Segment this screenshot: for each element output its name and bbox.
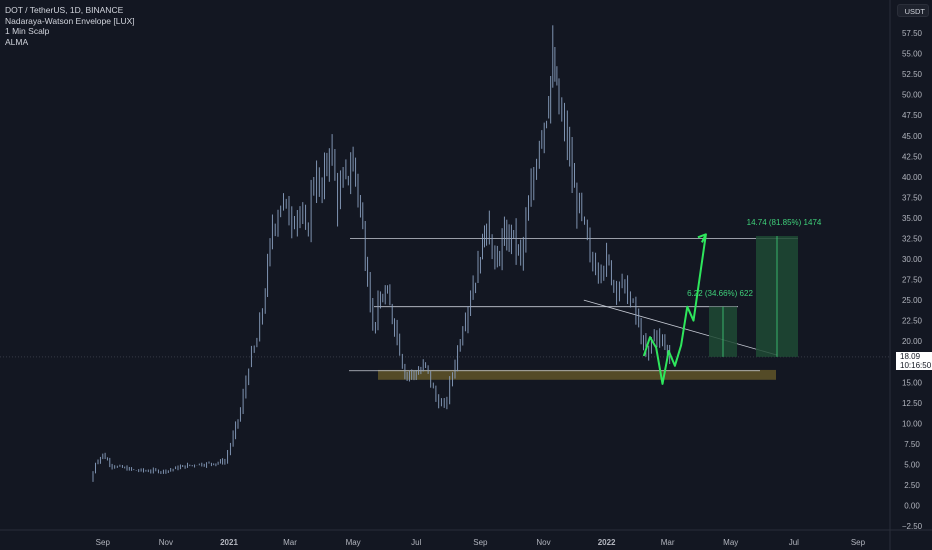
- projection-drawings[interactable]: [642, 233, 707, 385]
- price-tick-label: 20.00: [902, 337, 923, 346]
- price-tick-label: 57.50: [902, 29, 923, 38]
- time-tick-label: Nov: [159, 538, 173, 547]
- trend-line[interactable]: [583, 299, 778, 356]
- price-tick-label: 30.00: [902, 255, 923, 264]
- price-tick-label: 52.50: [902, 70, 923, 79]
- price-tick-label: 35.00: [902, 214, 923, 223]
- currency-badge[interactable]: USDT: [897, 4, 929, 17]
- price-tick-label: 15.00: [902, 378, 923, 387]
- price-tick-label: 5.00: [904, 460, 920, 469]
- projection-path[interactable]: [642, 234, 707, 385]
- measure-label-1: 6.22 (34.66%) 622: [687, 289, 753, 298]
- bar-countdown: 10:16:50: [900, 361, 932, 370]
- last-price: 18.09: [900, 352, 921, 361]
- projection-arrowhead: [697, 233, 707, 243]
- measure-label-2: 14.74 (81.85%) 1474: [747, 218, 822, 227]
- time-tick-label: Mar: [283, 538, 297, 547]
- price-tick-label: 2.50: [904, 481, 920, 490]
- support-zone-box[interactable]: [378, 369, 776, 380]
- time-tick-label: Sep: [96, 538, 111, 547]
- price-tick-label: 50.00: [902, 91, 923, 100]
- time-tick-label: Jul: [789, 538, 799, 547]
- price-axis[interactable]: −2.500.002.505.007.5010.0012.5015.0017.5…: [889, 0, 923, 550]
- indicator-nadaraya[interactable]: Nadaraya-Watson Envelope [LUX]: [5, 15, 135, 26]
- price-tick-label: 0.00: [904, 502, 920, 511]
- price-tick-label: 25.00: [902, 296, 923, 305]
- time-tick-label: May: [346, 538, 361, 547]
- price-tick-label: 37.50: [902, 193, 923, 202]
- time-tick-label: Sep: [851, 538, 866, 547]
- indicator-scalp[interactable]: 1 Min Scalp: [5, 26, 50, 36]
- chart-legend: DOT / TetherUS, 1D, BINANCE Nadaraya-Wat…: [5, 5, 135, 47]
- last-price-tag: 18.09 10:16:50: [896, 352, 932, 370]
- price-tick-label: 42.50: [902, 152, 923, 161]
- price-tick-label: 40.00: [902, 173, 923, 182]
- price-tick-label: 27.50: [902, 276, 923, 285]
- time-tick-label: Nov: [536, 538, 550, 547]
- time-tick-label: Sep: [473, 538, 488, 547]
- price-tick-label: 12.50: [902, 399, 923, 408]
- price-tick-label: 22.50: [902, 317, 923, 326]
- time-tick-label: May: [723, 538, 738, 547]
- price-tick-label: 55.00: [902, 50, 923, 59]
- drawings[interactable]: 6.22 (34.66%) 622 14.74 (81.85%) 1474: [349, 218, 822, 380]
- price-tick-label: −2.50: [902, 522, 923, 531]
- candlestick-series[interactable]: [92, 25, 671, 482]
- time-tick-label: Mar: [661, 538, 675, 547]
- symbol-title[interactable]: DOT / TetherUS, 1D, BINANCE: [5, 5, 124, 15]
- indicator-alma[interactable]: ALMA: [5, 36, 29, 47]
- time-tick-label: 2021: [220, 538, 238, 547]
- price-tick-label: 7.50: [904, 440, 920, 449]
- time-axis[interactable]: Sep Nov 2021 Mar May Jul Sep Nov 2022 Mar May Jul Se…: [0, 356, 932, 547]
- price-tick-label: 10.00: [902, 419, 923, 428]
- time-tick-label: Jul: [411, 538, 421, 547]
- price-tick-label: 45.00: [902, 132, 923, 141]
- time-tick-label: 2022: [598, 538, 616, 547]
- price-tick-label: 32.50: [902, 234, 923, 243]
- price-tick-label: 47.50: [902, 111, 923, 120]
